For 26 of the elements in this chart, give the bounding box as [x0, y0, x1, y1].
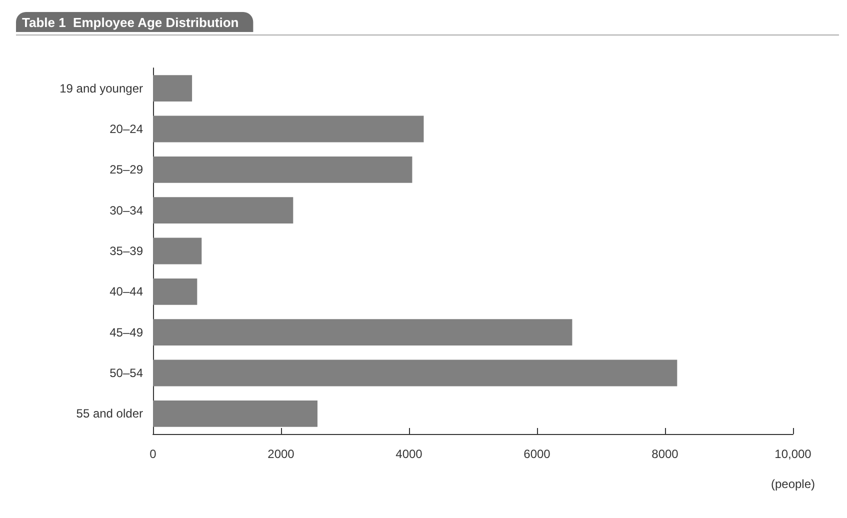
bar — [153, 116, 424, 142]
y-tick-label: 50–54 — [110, 366, 144, 380]
bar — [153, 400, 318, 427]
bar — [153, 156, 412, 183]
bar — [153, 278, 198, 305]
y-tick-label: 20–24 — [110, 122, 144, 136]
bar — [153, 360, 678, 386]
x-axis-title: (people) — [770, 477, 816, 491]
y-tick-label: 40–44 — [110, 284, 144, 299]
x-tick-label: 2000 — [268, 447, 295, 461]
y-tick-label: 19 and younger — [60, 81, 143, 96]
chart-title: Table 1 Employee Age Distribution — [22, 15, 239, 30]
x-tick-label: 8000 — [652, 447, 679, 461]
bar — [153, 75, 192, 102]
y-tick-label: 55 and older — [76, 406, 143, 421]
bar — [153, 238, 202, 264]
y-tick-label: 35–39 — [110, 244, 144, 258]
x-tick-label: 10,000 — [774, 447, 812, 461]
y-tick-label: 30–34 — [110, 203, 144, 218]
x-tick-label: 4000 — [396, 447, 423, 461]
bar — [153, 197, 294, 224]
x-tick-label: 0 — [150, 447, 157, 461]
bar — [153, 319, 572, 346]
x-tick-label: 6000 — [524, 447, 551, 461]
y-tick-label: 25–29 — [110, 162, 144, 177]
y-tick-label: 45–49 — [110, 325, 144, 340]
